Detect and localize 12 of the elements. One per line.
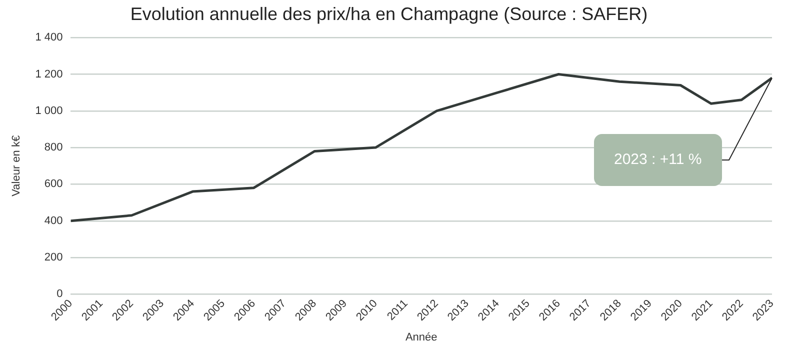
annotation: 2023 : +11 % xyxy=(594,134,722,186)
y-tick-label: 400 xyxy=(44,214,63,227)
y-tick-label: 1 400 xyxy=(35,32,63,44)
y-tick-label: 200 xyxy=(44,252,63,264)
x-axis-title: Année xyxy=(405,331,438,344)
y-tick-label: 800 xyxy=(44,142,63,154)
y-axis-title: Valeur en k€ xyxy=(10,135,23,196)
y-tick-label: 1 000 xyxy=(35,104,63,117)
y-tick-label: 600 xyxy=(44,178,63,190)
chart-title: Evolution annuelle des prix/ha en Champagne (Source : SAFER) xyxy=(130,4,648,24)
y-tick-label: 1 200 xyxy=(35,68,63,80)
y-tick-label: 0 xyxy=(56,288,63,300)
